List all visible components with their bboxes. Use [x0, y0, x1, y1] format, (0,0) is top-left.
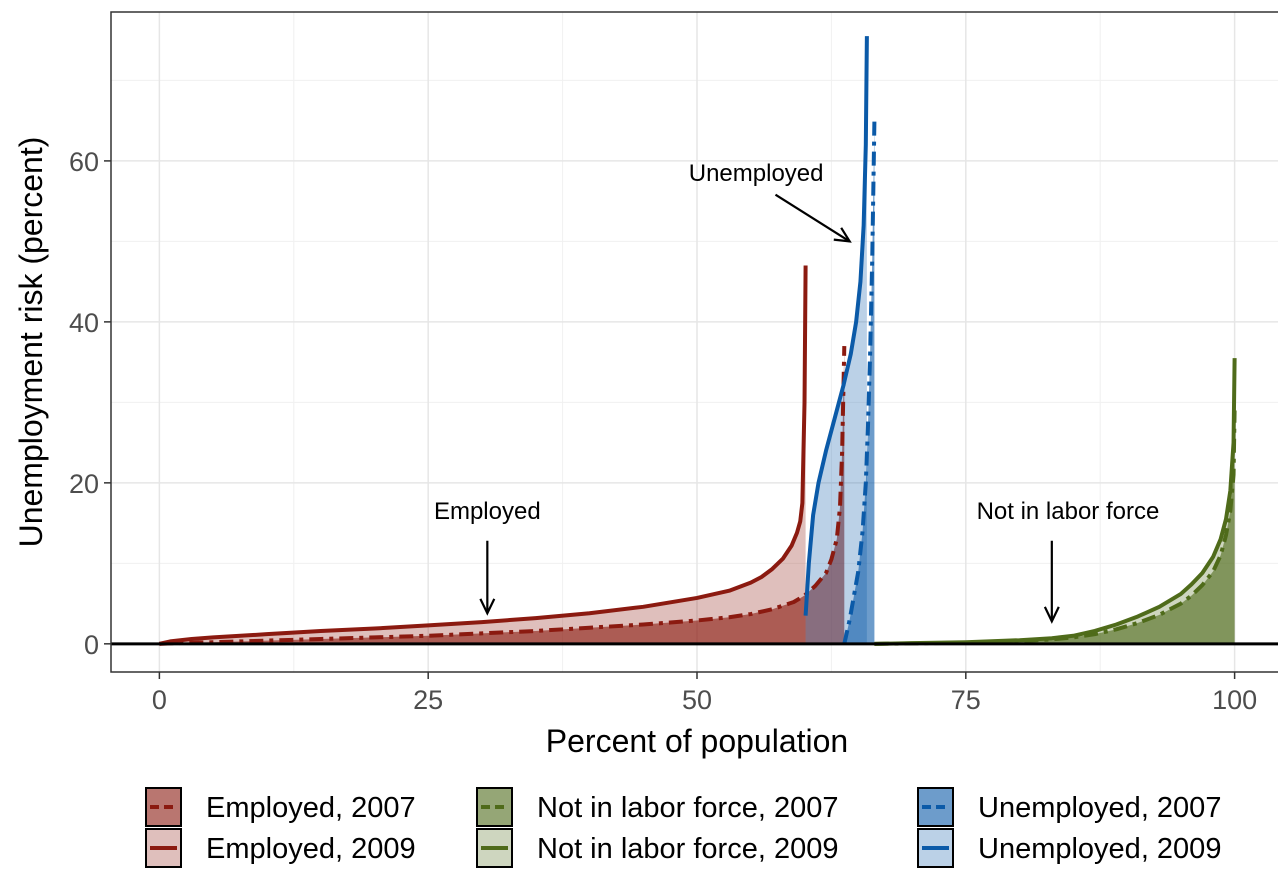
- plot-panel: [111, 12, 1278, 672]
- annotation-label: Not in labor force: [977, 498, 1160, 525]
- legend-label: Unemployed, 2009: [978, 833, 1221, 865]
- area-unemployed-2009: [805, 36, 867, 644]
- area-employed-2007: [159, 346, 845, 644]
- annotation-label: Employed: [434, 498, 541, 525]
- legend-label: Unemployed, 2007: [978, 792, 1221, 824]
- x-axis-title: Percent of population: [546, 723, 848, 759]
- axis-ticks: 0 25 50 75 100 0 20 40 60: [69, 147, 1257, 715]
- area-unemployed-2007: [844, 120, 875, 644]
- legend-label: Employed, 2007: [206, 792, 416, 824]
- y-tick-label: 0: [84, 630, 99, 660]
- x-tick-label: 75: [951, 685, 981, 715]
- x-tick-label: 50: [682, 685, 712, 715]
- y-tick-label: 40: [69, 308, 99, 338]
- annotation-arrowhead: [479, 598, 496, 616]
- x-tick-label: 0: [152, 685, 167, 715]
- x-tick-label: 25: [413, 685, 443, 715]
- area-layer: [159, 36, 1235, 644]
- legend-key-unemployed-2007: [917, 787, 954, 827]
- annotation-label: Unemployed: [689, 160, 824, 187]
- annotation-arrowhead: [833, 227, 852, 243]
- area-not_in_labor_force-2009: [874, 358, 1235, 644]
- annotation-arrow: [774, 193, 851, 243]
- y-axis-title: Unemployment risk (percent): [13, 137, 49, 548]
- line-unemployed-2007: [842, 120, 877, 645]
- legend-label: Not in labor force, 2007: [537, 792, 838, 824]
- annotation-layer: Employed Unemployed Not in labor force: [434, 160, 1160, 624]
- line-employed-2009: [158, 265, 808, 646]
- area-not_in_labor_force-2007: [874, 410, 1235, 644]
- line-layer: [158, 36, 1237, 646]
- line-not_in_labor_force-2007: [874, 410, 1237, 646]
- line-unemployed-2009: [803, 36, 869, 616]
- line-employed-2007: [159, 345, 847, 646]
- y-tick-label: 20: [69, 469, 99, 499]
- legend-label: Not in labor force, 2009: [537, 833, 838, 865]
- line-not_in_labor_force-2009: [874, 358, 1237, 646]
- area-employed-2009: [159, 265, 806, 644]
- legend-label: Employed, 2009: [206, 833, 416, 865]
- legend: Employed, 2007 Not in labor force, 2007 Un…: [145, 787, 1221, 868]
- y-tick-label: 60: [69, 147, 99, 177]
- annotation-arrowhead: [1043, 606, 1060, 624]
- x-tick-label: 100: [1212, 685, 1257, 715]
